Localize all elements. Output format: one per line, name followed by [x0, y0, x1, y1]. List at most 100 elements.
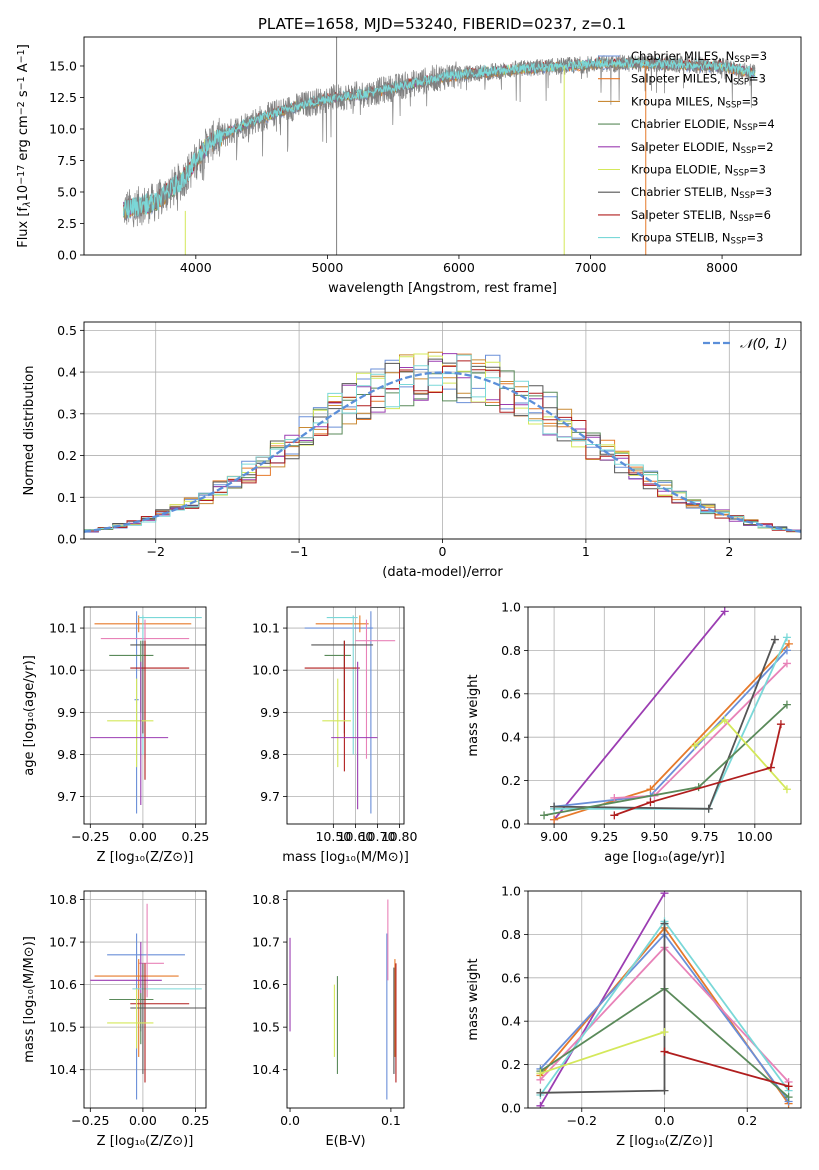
x-tick-label: 0.00: [129, 829, 157, 844]
x-tick-label: 0.0: [280, 1113, 300, 1128]
x-tick-label: 4000: [180, 260, 212, 275]
y-axis-label-part: −1: [16, 76, 27, 90]
y-tick-label: 10.1: [49, 621, 77, 636]
x-tick-label: 6000: [443, 260, 475, 275]
axes-frame: [83, 890, 207, 1109]
x-axis-label: Z [log₁₀(Z/Z⊙)]: [97, 1134, 194, 1149]
x-tick-label: −0.25: [71, 829, 109, 844]
x-tick-label: 10.80: [382, 829, 418, 844]
y-tick-label: 0.1: [57, 490, 77, 505]
weight-marker: [536, 1069, 545, 1078]
x-tick-label: 9.25: [590, 829, 618, 844]
legend-label: Kroupa MILES, NSSP=3: [631, 94, 758, 110]
legend-label: Salpeter MILES, NSSP=3: [631, 72, 766, 88]
y-tick-label: 0.3: [57, 406, 77, 421]
x-tick-label: 7000: [575, 260, 607, 275]
plot-area: [536, 891, 793, 1108]
y-tick-label: 10.7: [252, 935, 280, 950]
y-tick-label: 1.0: [501, 884, 521, 899]
panel-mass_vs_ebv: 0.0 0.1 10.4 10.5 10.6 10.7 10.8 E(B-V): [252, 890, 405, 1149]
weight-marker: [720, 607, 729, 616]
x-axis-label: Z [log₁₀(Z/Z⊙)]: [616, 1134, 713, 1149]
weight-marker: [536, 1101, 545, 1108]
plot-area: [90, 611, 206, 814]
weight-marker: [610, 811, 619, 820]
legend-label: Kroupa STELIB, NSSP=3: [631, 231, 763, 247]
y-tick-label: 10.6: [49, 977, 77, 992]
axes-frame: [286, 606, 405, 825]
plot-area: [289, 899, 397, 1100]
weight-marker: [720, 715, 729, 724]
y-tick-label: 10.0: [252, 663, 280, 678]
plot-area: [304, 611, 396, 814]
y-tick-label: 0.0: [501, 1101, 521, 1116]
legend-label-main: Salpeter STELIB, N: [631, 208, 738, 222]
x-tick-label: −1: [290, 544, 308, 559]
weight-marker: [690, 741, 699, 750]
axes-frame: [83, 36, 802, 256]
y-axis-label-part: −2: [16, 101, 27, 115]
panels-group: 4000 5000 6000 7000 80000.02.55.07.510.012.5…: [16, 36, 802, 1149]
legend-label-sub: SSP: [733, 78, 749, 88]
y-tick-label: 0.0: [57, 248, 77, 263]
x-tick-label: −0.25: [71, 1113, 109, 1128]
legend-label-main: Kroupa ELODIE, N: [631, 163, 733, 177]
panel-mass_vs_Z: −0.25 0.00 0.25 10.4 10.5 10.6 10.7 10.8 Z [log₁…: [22, 890, 209, 1149]
plot-area: [123, 37, 756, 255]
y-tick-label: 9.7: [260, 789, 280, 804]
y-tick-label: 10.0: [49, 663, 77, 678]
weight-marker: [782, 700, 791, 709]
y-tick-label: 10.6: [252, 977, 280, 992]
figure-title: PLATE=1658, MJD=53240, FIBERID=0237, z=0…: [258, 15, 626, 33]
y-tick-label: 10.4: [252, 1062, 280, 1077]
x-tick-label: 0: [439, 544, 447, 559]
weight-line-pink: [614, 662, 788, 799]
y-tick-label: 5.0: [57, 184, 77, 199]
legend-label-main: Kroupa STELIB, N: [631, 231, 731, 245]
weight-marker: [784, 639, 793, 648]
y-tick-label: 0.8: [501, 643, 521, 658]
y-tick-label: 0.0: [501, 817, 521, 832]
y-axis-label-part: 10: [16, 185, 31, 202]
x-axis-label: (data-model)/error: [382, 565, 503, 580]
x-tick-label: 9.50: [641, 829, 669, 844]
y-tick-label: 10.5: [49, 1020, 77, 1035]
weight-marker: [782, 646, 791, 655]
normal-curve: [84, 371, 801, 533]
y-tick-label: 0.6: [501, 686, 521, 701]
legend-label-sub: SSP: [731, 237, 747, 247]
weight-marker: [660, 891, 669, 898]
weight-marker: [770, 635, 779, 644]
x-tick-label: 8000: [706, 260, 738, 275]
weight-marker: [782, 659, 791, 668]
legend-label-main: Kroupa MILES, N: [631, 94, 726, 108]
x-tick-label: 9.75: [691, 829, 719, 844]
x-tick-label: 0.1: [381, 1113, 401, 1128]
weight-marker: [784, 1082, 793, 1091]
legend-label-main: Chabrier MILES, N: [631, 49, 734, 63]
y-tick-label: 9.8: [260, 747, 280, 762]
x-tick-label: 0.0: [655, 1113, 675, 1128]
axes-frame: [527, 606, 802, 825]
y-tick-label: 10.8: [252, 892, 280, 907]
y-tick-label: 10.4: [49, 1062, 77, 1077]
y-axis-label: mass weight: [466, 674, 481, 756]
x-tick-label: −0.2: [567, 1113, 597, 1128]
weight-line-salpeter-elodie: [539, 892, 666, 1107]
weight-marker: [782, 633, 791, 642]
legend-label-tail: =3: [749, 72, 766, 86]
x-tick-label: 9.00: [540, 829, 568, 844]
legend-label-main: Salpeter ELODIE, N: [631, 140, 741, 154]
panel-mass_weight_vs_age: 9.00 9.25 9.50 9.75 10.00 0.0 0.2 0.4 0.6 0.8 1.0 a…: [466, 600, 802, 865]
legend-label-tail: =3: [746, 231, 763, 245]
weight-marker: [704, 804, 713, 813]
histogram-kroupa-stelib: [84, 354, 801, 534]
legend-label-tail: =2: [757, 140, 774, 154]
weight-marker: [660, 1028, 669, 1037]
y-tick-label: 0.2: [501, 1057, 521, 1072]
weight-marker: [646, 798, 655, 807]
legend-label: Chabrier MILES, NSSP=3: [631, 49, 767, 65]
legend-label-tail: =3: [750, 49, 767, 63]
x-axis-label: age [log₁₀(age/yr)]: [604, 850, 725, 865]
legend-label-sub: SSP: [742, 123, 758, 133]
